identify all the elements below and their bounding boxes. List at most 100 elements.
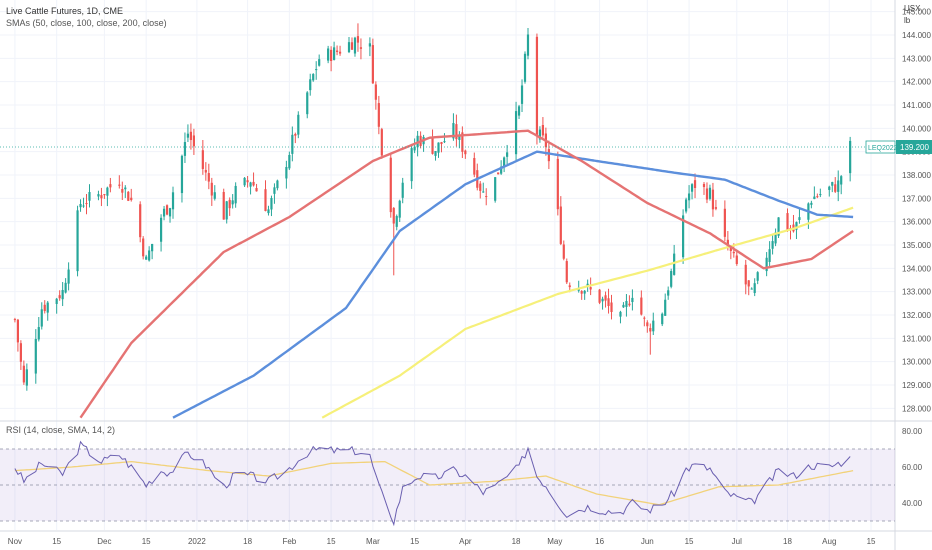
symbol-tag-box [865, 140, 896, 154]
candle-body [151, 243, 154, 252]
candle-body [526, 34, 530, 56]
candle-body [189, 131, 193, 141]
candle-body [568, 285, 571, 288]
candle-body [443, 141, 446, 143]
candle-body [732, 251, 735, 254]
candle-body [723, 208, 726, 237]
candle-body [395, 216, 398, 227]
candle-body [816, 196, 819, 198]
candle-body [374, 84, 377, 100]
candle-body [562, 244, 565, 259]
candle-body [646, 322, 649, 327]
candle-body [523, 53, 527, 82]
candle-body [359, 47, 363, 49]
candle-body [711, 189, 715, 210]
date-tick-label: 18 [243, 537, 252, 546]
candle-body [312, 74, 315, 81]
sma200-line [321, 206, 854, 419]
candle-body [377, 103, 380, 127]
candle-body [255, 188, 258, 192]
candle-body [690, 184, 694, 192]
candle-body [270, 198, 273, 210]
candle-body [643, 317, 646, 319]
candle-body [171, 192, 175, 210]
candle-body [702, 183, 706, 188]
candle-body [786, 213, 789, 231]
sma50-line [79, 129, 854, 419]
candle-body [25, 369, 28, 386]
date-tick-label: 18 [512, 537, 521, 546]
last-price-tag: LEQ2022 139.200 [865, 140, 932, 154]
price-tick-label: 134.000 [902, 264, 931, 273]
candle-body [371, 45, 374, 84]
date-tick-label: 15 [685, 537, 694, 546]
sma-legend[interactable]: SMAs (50, close, 100, close, 200, close) [6, 18, 167, 28]
date-tick-label: 15 [867, 537, 876, 546]
candle-body [667, 290, 670, 296]
rsi-legend[interactable]: RSI (14, close, SMA, 14, 2) [6, 425, 116, 435]
candle-body [756, 272, 759, 281]
candle-body [264, 189, 267, 212]
candle-body [79, 203, 82, 208]
candle-body [76, 210, 79, 272]
date-tick-label: Jun [641, 537, 654, 546]
currency-label: USX [904, 4, 921, 13]
candle-body [619, 311, 622, 317]
rsi-tick-label: 40.00 [902, 499, 923, 508]
candle-body [139, 204, 142, 238]
candle-body [434, 151, 437, 156]
candle-body [664, 299, 667, 316]
candle-body [335, 50, 339, 52]
candle-body [210, 182, 213, 196]
candle-body [684, 199, 688, 212]
price-tick-label: 128.000 [902, 404, 931, 413]
candle-body [213, 192, 216, 199]
candle-body [306, 92, 309, 115]
candle-body [389, 157, 392, 213]
candle-body [774, 232, 777, 244]
price-tick-label: 135.000 [902, 241, 931, 250]
candle-body [485, 196, 488, 198]
candle-body [458, 135, 461, 140]
date-tick-label: Aug [822, 537, 836, 546]
candle-body [628, 303, 631, 306]
chart-title[interactable]: Live Cattle Futures, 1D, CME [6, 6, 124, 16]
candle-body [109, 184, 112, 188]
candle-body [142, 238, 145, 257]
candle-body [234, 185, 237, 204]
candle-body [831, 182, 834, 186]
candle-body [252, 181, 255, 186]
sma100-line [172, 150, 854, 419]
candle-body [652, 320, 655, 332]
candle-body [37, 327, 40, 340]
candle-body [541, 125, 545, 136]
candle-body [437, 142, 440, 153]
candle-body [273, 187, 276, 194]
candle-body [798, 217, 801, 221]
candle-body [768, 249, 771, 262]
candle-body [452, 123, 455, 139]
candle-body [750, 288, 753, 290]
candle-body [828, 186, 831, 190]
candle-body [231, 200, 234, 205]
candle-body [145, 256, 148, 260]
candle-body [88, 192, 91, 201]
candle-body [714, 207, 718, 209]
candle-body [535, 36, 539, 135]
candle-body [777, 217, 780, 236]
candle-body [580, 291, 583, 294]
date-tick-label: Nov [8, 537, 22, 546]
candle-body [517, 106, 521, 116]
candle-body [479, 183, 482, 191]
candle-body [225, 201, 228, 220]
candle-body [162, 208, 166, 217]
candle-body [338, 51, 342, 54]
candle-body [43, 304, 46, 312]
candle-body [288, 154, 291, 169]
candle-body [13, 319, 17, 321]
candle-body [813, 196, 816, 200]
candle-body [497, 172, 500, 175]
candle-body [40, 309, 43, 327]
date-tick-label: 2022 [188, 537, 206, 546]
